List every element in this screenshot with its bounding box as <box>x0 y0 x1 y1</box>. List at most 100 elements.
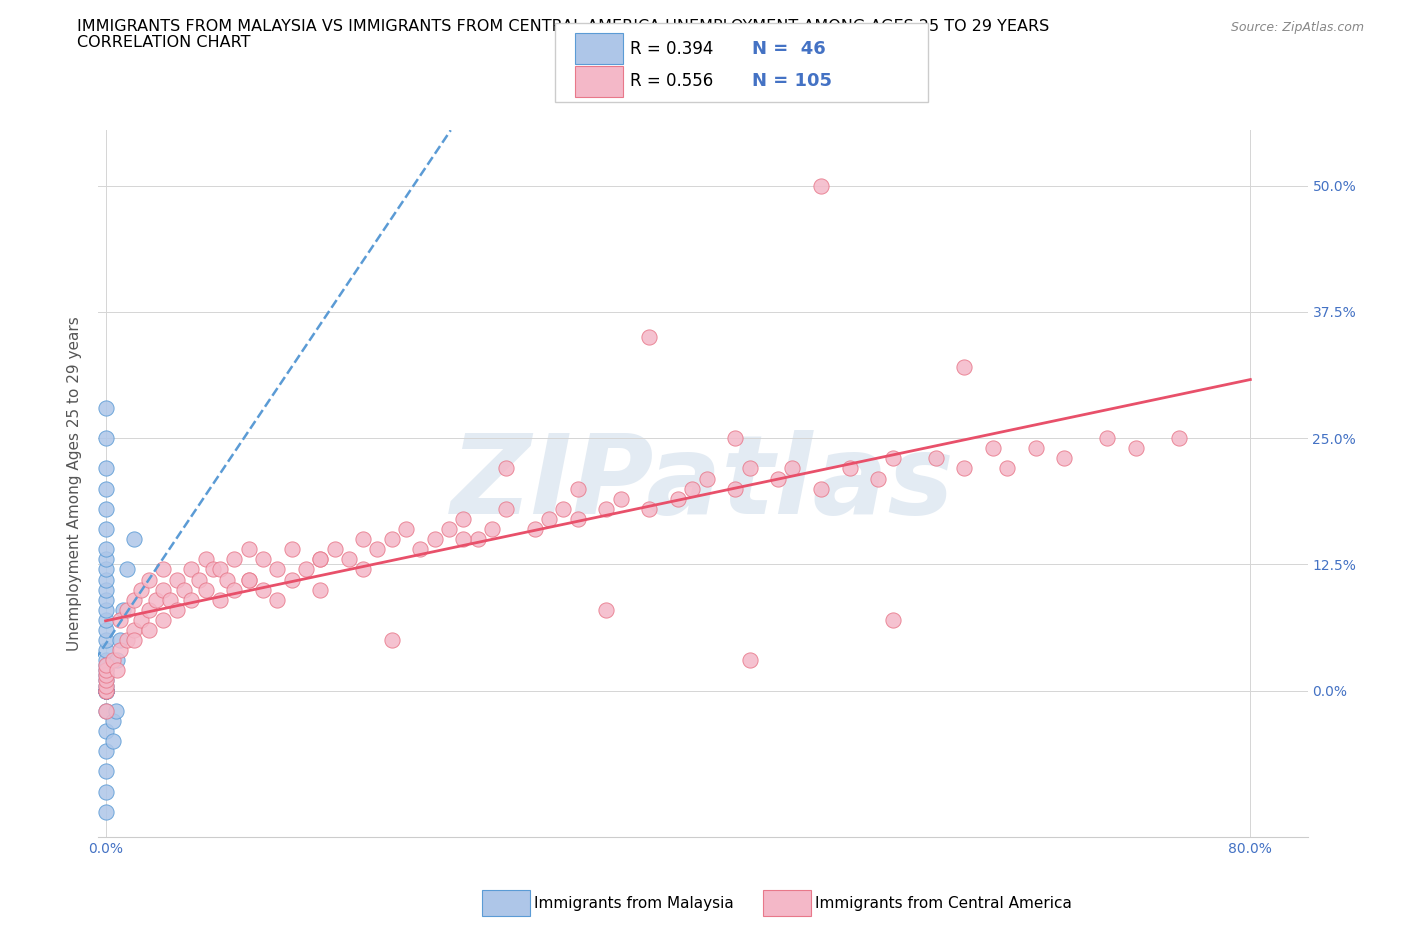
Point <box>538 512 561 526</box>
Point <box>1167 431 1189 445</box>
Point <box>882 451 904 466</box>
Point <box>94 744 117 759</box>
Point <box>1097 431 1119 445</box>
Point <box>595 501 617 516</box>
Point <box>94 622 117 637</box>
Point <box>495 501 517 516</box>
Point <box>180 592 202 607</box>
Point <box>953 461 976 476</box>
Point <box>266 562 288 577</box>
Point <box>94 684 117 698</box>
Point <box>94 632 117 647</box>
Point <box>94 613 117 628</box>
Point <box>838 461 860 476</box>
Point <box>395 522 418 537</box>
Point <box>381 632 404 647</box>
Y-axis label: Unemployment Among Ages 25 to 29 years: Unemployment Among Ages 25 to 29 years <box>67 316 83 651</box>
Point <box>201 562 224 577</box>
Point <box>266 592 288 607</box>
Point <box>94 501 117 516</box>
Text: IMMIGRANTS FROM MALAYSIA VS IMMIGRANTS FROM CENTRAL AMERICA UNEMPLOYMENT AMONG A: IMMIGRANTS FROM MALAYSIA VS IMMIGRANTS F… <box>77 19 1050 33</box>
Point <box>595 603 617 618</box>
Point <box>381 532 404 547</box>
Point <box>122 592 145 607</box>
Point <box>238 572 260 587</box>
Point <box>423 532 446 547</box>
Point <box>138 572 160 587</box>
Point <box>352 562 374 577</box>
Point <box>152 562 174 577</box>
Text: Immigrants from Malaysia: Immigrants from Malaysia <box>534 896 734 910</box>
Point <box>94 542 117 557</box>
Point <box>724 431 747 445</box>
Point <box>280 572 302 587</box>
Point <box>152 582 174 597</box>
Point <box>495 461 517 476</box>
Point <box>523 522 546 537</box>
Point <box>180 562 202 577</box>
Point <box>166 603 188 618</box>
Point <box>94 684 117 698</box>
Point <box>337 551 360 566</box>
Point <box>94 678 117 693</box>
Text: R = 0.556: R = 0.556 <box>630 73 713 90</box>
Point <box>94 684 117 698</box>
Point <box>567 512 589 526</box>
Point <box>453 532 475 547</box>
Point <box>94 684 117 698</box>
Point <box>638 501 661 516</box>
Point <box>738 461 761 476</box>
Point <box>238 572 260 587</box>
Point <box>666 491 689 506</box>
Point <box>94 603 117 618</box>
Text: CORRELATION CHART: CORRELATION CHART <box>77 35 250 50</box>
Point <box>94 668 117 683</box>
Point <box>108 613 131 628</box>
Point <box>409 542 432 557</box>
Point <box>94 582 117 597</box>
Point <box>159 592 181 607</box>
Point <box>553 501 575 516</box>
Point <box>94 431 117 445</box>
Point <box>323 542 346 557</box>
Point <box>131 582 153 597</box>
Point <box>453 512 475 526</box>
Point <box>981 441 1004 456</box>
Point <box>467 532 489 547</box>
Point <box>94 724 117 738</box>
Point <box>122 622 145 637</box>
Text: N = 105: N = 105 <box>752 73 832 90</box>
Point <box>724 481 747 496</box>
Point <box>609 491 631 506</box>
Point <box>868 472 890 486</box>
Point <box>94 684 117 698</box>
Point <box>295 562 318 577</box>
Point <box>94 684 117 698</box>
Point <box>738 653 761 668</box>
Point <box>280 542 302 557</box>
Point <box>94 684 117 698</box>
Point <box>94 461 117 476</box>
Point <box>209 592 232 607</box>
Point <box>94 684 117 698</box>
Point <box>437 522 460 537</box>
Point <box>94 703 117 718</box>
Point <box>115 603 138 618</box>
Point <box>94 764 117 778</box>
Point <box>309 582 332 597</box>
Point <box>94 572 117 587</box>
Point <box>681 481 703 496</box>
Point <box>782 461 804 476</box>
Point <box>94 673 117 688</box>
Point <box>108 632 131 647</box>
Point <box>94 592 117 607</box>
Point <box>252 582 274 597</box>
Point <box>173 582 195 597</box>
Point <box>104 703 127 718</box>
Point <box>953 360 976 375</box>
Point <box>94 643 117 658</box>
Point <box>187 572 209 587</box>
Point <box>995 461 1018 476</box>
Point <box>94 522 117 537</box>
Point <box>696 472 718 486</box>
